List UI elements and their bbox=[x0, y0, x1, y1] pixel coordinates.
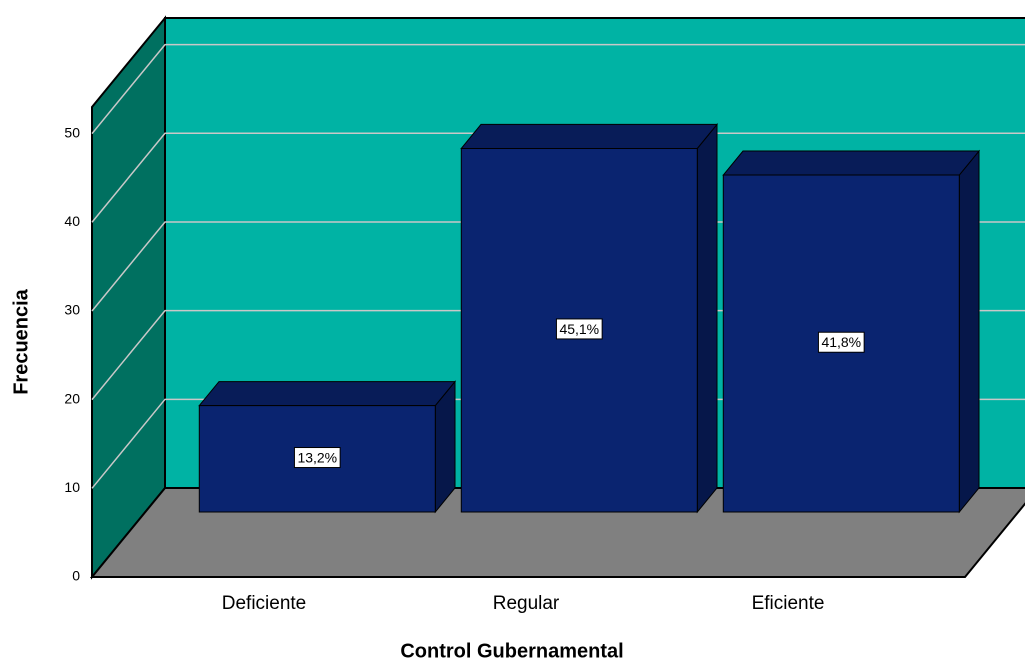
y-tick-label: 10 bbox=[64, 479, 80, 495]
y-tick-label: 50 bbox=[64, 124, 80, 140]
x-axis-title: Control Gubernamental bbox=[400, 640, 623, 662]
y-tick-label: 20 bbox=[64, 390, 80, 406]
grid-line bbox=[91, 43, 1025, 135]
bar-label-box bbox=[817, 331, 865, 353]
bar-label: 45,1% bbox=[559, 321, 599, 337]
y-axis-title: Frecuencia bbox=[10, 288, 32, 394]
bar-label: 13,2% bbox=[297, 450, 337, 466]
x-tick-label: Deficiente bbox=[222, 593, 307, 614]
bar-top bbox=[198, 381, 457, 407]
y-tick-label: 30 bbox=[64, 302, 80, 318]
bar bbox=[460, 123, 719, 514]
y-tick-label: 0 bbox=[72, 568, 80, 584]
bar-label: 41,8% bbox=[821, 334, 861, 350]
bar-label-box bbox=[555, 318, 603, 340]
bar-label-box bbox=[293, 447, 341, 469]
x-tick-label: Regular bbox=[493, 593, 560, 614]
y-tick-label: 40 bbox=[64, 213, 80, 229]
bar bbox=[198, 380, 457, 514]
bar-side bbox=[958, 149, 980, 514]
bar-side bbox=[696, 123, 718, 514]
grid-line bbox=[91, 132, 1025, 223]
bar-top bbox=[722, 150, 981, 176]
bar-top bbox=[460, 123, 719, 149]
x-tick-label: Eficiente bbox=[752, 593, 825, 614]
bar bbox=[722, 149, 981, 514]
